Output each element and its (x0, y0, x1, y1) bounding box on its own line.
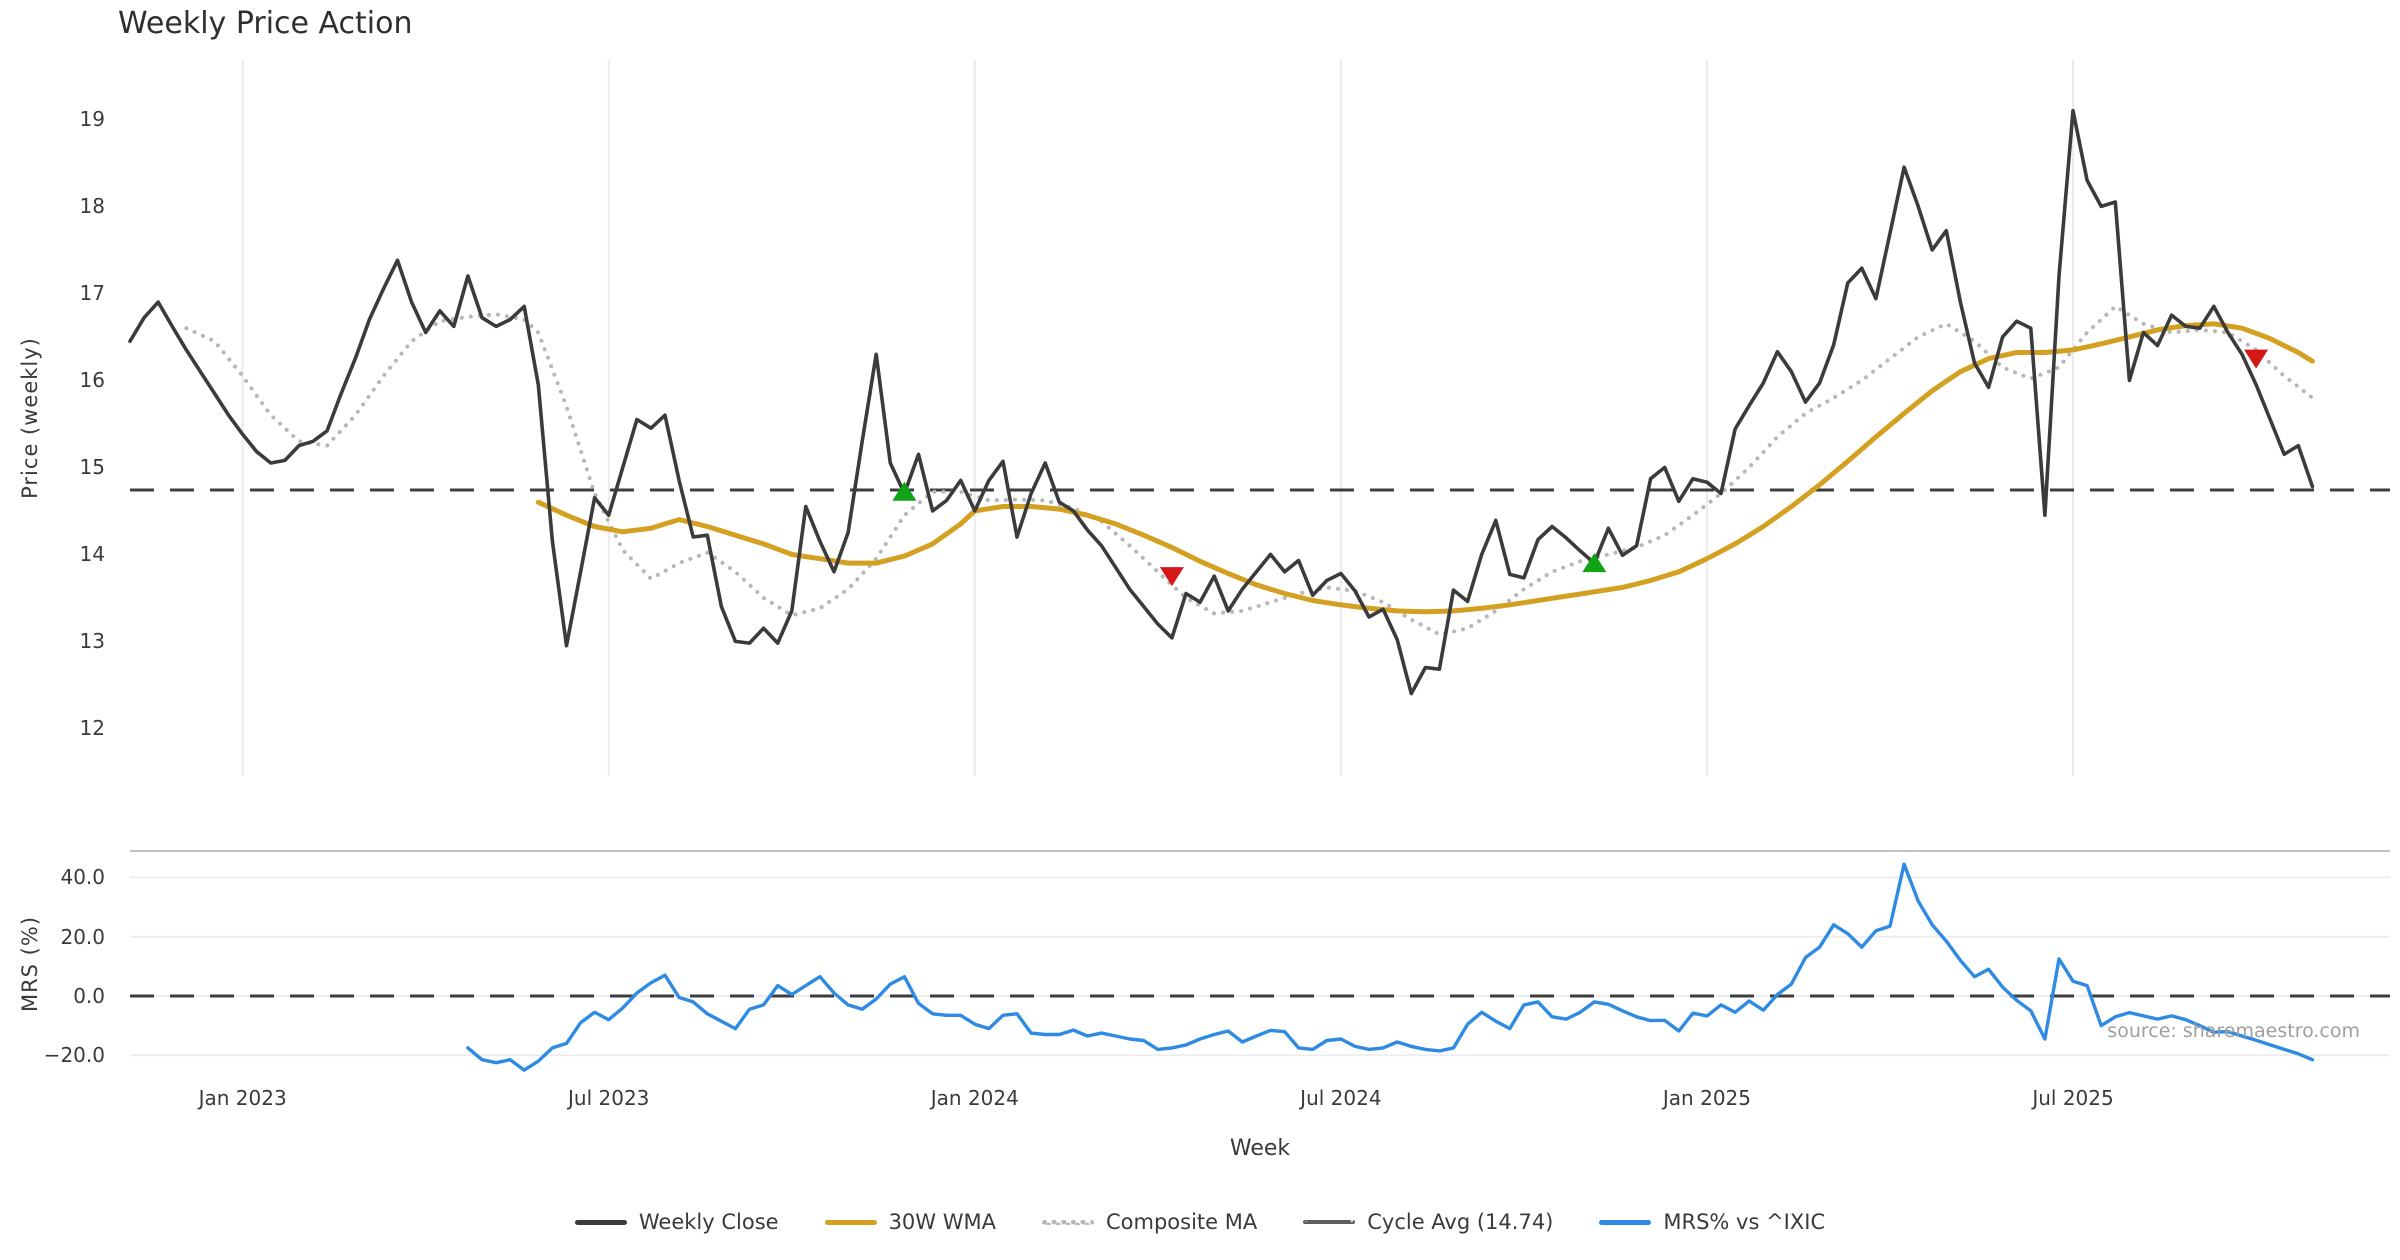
price-ytick: 12 (79, 716, 105, 741)
x-axis-label: Week (1229, 1136, 1291, 1161)
legend-label: MRS% vs ^IXIC (1663, 1210, 1826, 1234)
chart-title: Weekly Price Action (118, 6, 413, 41)
legend-swatch-solid (1599, 1219, 1652, 1225)
x-tick: Jan 2023 (198, 1086, 287, 1110)
legend-label: 30W WMA (888, 1210, 996, 1234)
legend: Weekly Close 30W WMA Composite MA Cycle Avg… (0, 1210, 2400, 1234)
x-tick: Jul 2024 (1300, 1086, 1382, 1110)
buy-marker (892, 481, 917, 501)
x-tick: Jan 2024 (930, 1086, 1019, 1110)
source-watermark: source: sharemaestro.com (2107, 1020, 2360, 1042)
mrs-ytick: 40.0 (60, 865, 105, 890)
x-tick: Jul 2025 (2032, 1086, 2114, 1110)
legend-item: Weekly Close (574, 1210, 779, 1234)
wma-30w-line (535, 321, 2315, 615)
mrs-ytick: 20.0 (60, 924, 105, 949)
legend-label: Cycle Avg (14.74) (1367, 1210, 1554, 1234)
price-ytick: 18 (79, 194, 105, 219)
price-ytick: 19 (79, 107, 105, 132)
mrs-ytick: −20.0 (43, 1043, 105, 1068)
sell-marker (1159, 567, 1184, 587)
price-ytick: 17 (79, 281, 105, 306)
legend-swatch-solid (824, 1219, 877, 1225)
price-ytick: 16 (79, 368, 105, 393)
legend-item: 30W WMA (824, 1210, 996, 1234)
legend-item: Cycle Avg (14.74) (1303, 1210, 1553, 1234)
price-ytick: 15 (79, 455, 105, 480)
legend-swatch-solid (574, 1219, 627, 1225)
legend-swatch-dashed (1303, 1220, 1356, 1224)
x-tick: Jan 2025 (1662, 1086, 1751, 1110)
legend-item: Composite MA (1041, 1210, 1258, 1234)
price-ytick: 14 (79, 542, 105, 567)
sell-marker (2244, 349, 2269, 369)
weekly-close-line (128, 108, 2315, 696)
buy-marker (1582, 553, 1607, 573)
price-ytick: 13 (79, 629, 105, 654)
mrs-ytick: 0.0 (73, 984, 105, 1008)
mrs-line (466, 862, 2315, 1072)
legend-label: Weekly Close (638, 1210, 779, 1234)
composite-ma-line (184, 304, 2315, 637)
legend-item: MRS% vs ^IXIC (1599, 1210, 1825, 1234)
legend-swatch-dotted (1041, 1219, 1094, 1225)
legend-label: Composite MA (1105, 1210, 1258, 1234)
x-tick: Jul 2023 (568, 1086, 650, 1110)
